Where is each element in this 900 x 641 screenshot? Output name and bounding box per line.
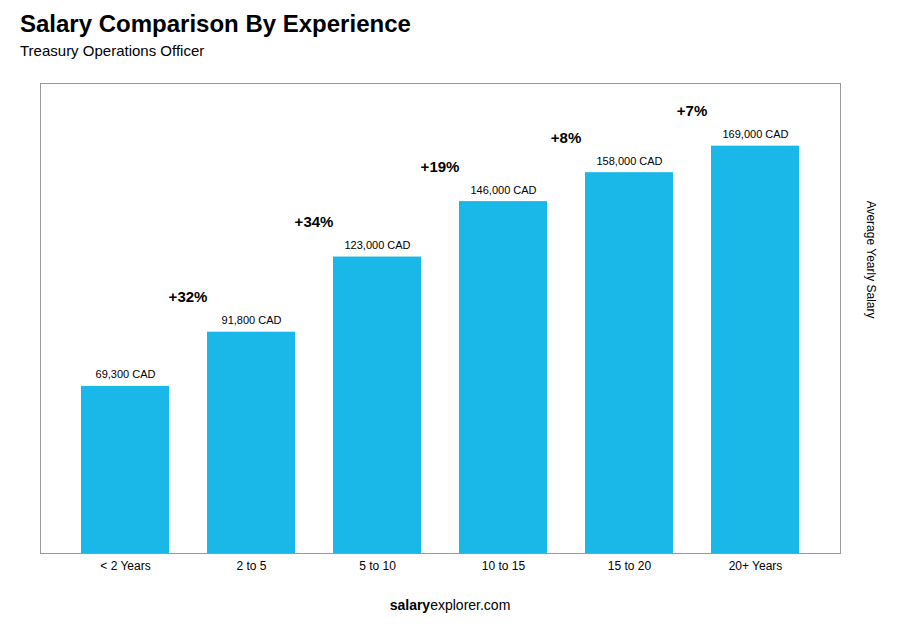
svg-text:+19%: +19%	[421, 158, 460, 175]
svg-text:Average Yearly Salary: Average Yearly Salary	[864, 201, 878, 319]
svg-text:169,000 CAD: 169,000 CAD	[722, 128, 788, 140]
svg-text:5 to 10: 5 to 10	[359, 559, 396, 573]
svg-text:+7%: +7%	[677, 102, 707, 119]
svg-text:146,000 CAD: 146,000 CAD	[470, 184, 536, 196]
svg-text:69,300 CAD: 69,300 CAD	[96, 368, 156, 380]
svg-text:2 to 5: 2 to 5	[236, 559, 266, 573]
svg-text:< 2 Years: < 2 Years	[100, 559, 150, 573]
html-text:Salary Comparison By Experienc: Salary Comparison By Experience	[20, 10, 411, 37]
svg-text:91,800 CAD: 91,800 CAD	[222, 314, 282, 326]
html-text:Treasury Operations Officer: Treasury Operations Officer	[20, 42, 205, 59]
svg-text:+34%: +34%	[295, 213, 334, 230]
svg-text:20+ Years: 20+ Years	[729, 559, 783, 573]
svg-text:+8%: +8%	[551, 129, 581, 146]
svg-text:15 to 20: 15 to 20	[608, 559, 652, 573]
svg-text:+32%: +32%	[169, 288, 208, 305]
svg-text:10 to 15: 10 to 15	[482, 559, 526, 573]
html-text:salary explorer.com: salary explorer.com	[389, 597, 511, 613]
svg-text:158,000 CAD: 158,000 CAD	[596, 155, 662, 167]
svg-text:123,000 CAD: 123,000 CAD	[344, 239, 410, 251]
